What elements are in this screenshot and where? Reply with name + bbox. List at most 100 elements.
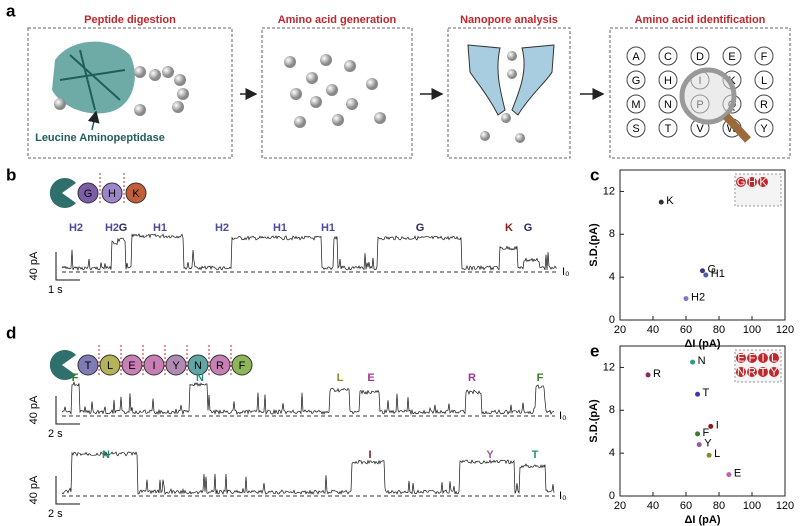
event-label: N: [196, 372, 204, 384]
inset-letter: R: [748, 366, 756, 378]
exopeptidase: [49, 178, 76, 208]
inset-circle: [736, 177, 746, 187]
residue-label: F: [239, 360, 246, 372]
scale-current: 40 pA: [28, 251, 40, 280]
y-tick-label: 12: [603, 361, 615, 373]
enzyme-graphic: [52, 41, 135, 131]
magnifier: [679, 67, 751, 143]
residue-label: G: [84, 188, 93, 200]
residue-label: Y: [172, 360, 180, 372]
step-title: Amino acid generation: [278, 14, 397, 26]
enzyme-label: Leucine Aminopeptidase: [35, 132, 165, 144]
x-tick-label: 20: [614, 324, 626, 336]
point-label: E: [734, 467, 741, 479]
point-label: Y: [704, 437, 712, 449]
event-label: K: [505, 222, 513, 234]
y-tick-label: 0: [609, 490, 615, 502]
point: [695, 431, 701, 437]
event-label: H2: [69, 222, 83, 234]
y-tick-label: 12: [603, 185, 615, 197]
event-label: I: [368, 449, 371, 461]
inset-letter: T: [760, 366, 767, 378]
y-tick-label: 0: [609, 314, 615, 326]
inset-letter: K: [759, 176, 767, 188]
letter: M: [631, 99, 640, 111]
residue: [125, 182, 147, 204]
residue: [231, 354, 253, 376]
x-tick-label: 120: [776, 324, 794, 336]
letter-circle: [626, 118, 646, 138]
plot-frame: [619, 345, 786, 497]
event-label: H1: [273, 222, 287, 234]
trace: I₀ F N L E R F 40 pA 2 s I₀ N I Y T 40 pA 2 s: [28, 372, 567, 520]
scale-bar: [55, 476, 80, 505]
letter-circle: [754, 70, 774, 90]
scale-bar: [55, 396, 80, 425]
inset-letter: E: [737, 352, 744, 364]
x-tick-label: 100: [743, 500, 761, 512]
scale-time: 2 s: [48, 508, 63, 520]
residue: [101, 182, 123, 204]
letter: F: [761, 51, 768, 63]
letter: A: [632, 51, 640, 63]
letter-circle: [658, 118, 678, 138]
letter-circle: [754, 118, 774, 138]
event-label: Y: [486, 449, 494, 461]
inset-letter: I: [761, 352, 764, 364]
inset-circle: [758, 177, 768, 187]
letter-circle: [658, 70, 678, 90]
inset-letter: L: [771, 352, 777, 364]
point-label: T: [703, 387, 710, 399]
letter-circle: [658, 46, 678, 66]
y-axis-label: S.D.(pA): [588, 223, 600, 267]
inset-circle: [747, 177, 757, 187]
letter: D: [696, 51, 704, 63]
event-label: H2: [215, 222, 229, 234]
letter-circle: [626, 94, 646, 114]
scale-time: 2 s: [48, 428, 63, 440]
current-trace: [61, 233, 558, 271]
letter: V: [696, 123, 704, 135]
panel-label: a: [6, 1, 16, 20]
scale-time: 1 s: [48, 284, 63, 296]
y-tick-label: 4: [609, 447, 615, 459]
event-label: H1: [153, 222, 167, 234]
event-label: H2: [105, 222, 119, 234]
residue: [209, 354, 231, 376]
point-label: G: [708, 264, 717, 276]
letter: E: [728, 51, 735, 63]
point: [695, 391, 701, 397]
residue: [187, 354, 209, 376]
current-trace: [61, 451, 555, 495]
residue: [143, 354, 165, 376]
y-tick-label: 8: [609, 404, 615, 416]
x-axis-label: ΔI (pA): [684, 514, 720, 526]
x-tick-label: 80: [713, 500, 725, 512]
event-label: T: [532, 449, 539, 461]
residue-label: T: [85, 360, 92, 372]
nanopore: [467, 44, 555, 116]
inset-letter: Y: [770, 366, 778, 378]
panel-label: c: [590, 165, 599, 184]
open-level-label: I₀: [562, 266, 570, 278]
letter: R: [760, 99, 768, 111]
letter-circle: [690, 46, 710, 66]
point: [708, 423, 714, 429]
inset-circle: [758, 353, 768, 363]
event-label: N: [102, 449, 110, 461]
inset-circle: [747, 367, 757, 377]
letter-circle: [658, 94, 678, 114]
panel-label: e: [590, 341, 599, 360]
scale-current: 40 pA: [28, 395, 40, 424]
letter-circle: [626, 46, 646, 66]
residue: [121, 354, 143, 376]
point: [726, 472, 732, 478]
x-tick-label: 60: [680, 324, 692, 336]
residue: [77, 354, 99, 376]
point: [706, 452, 712, 458]
letter: Y: [760, 123, 768, 135]
x-tick-label: 120: [776, 500, 794, 512]
residue: [165, 354, 187, 376]
